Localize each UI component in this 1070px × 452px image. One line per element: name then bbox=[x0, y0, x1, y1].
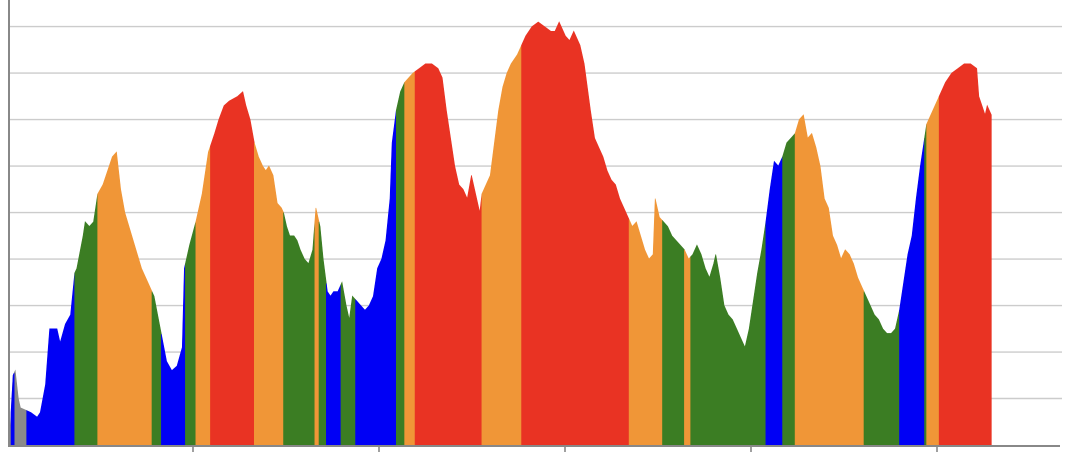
area-segment-green-24 bbox=[662, 219, 685, 446]
area-segment-blue-27 bbox=[765, 156, 783, 446]
area-segment-green-8 bbox=[185, 221, 197, 446]
area-segment-orange-19 bbox=[404, 70, 416, 446]
area-segment-green-4 bbox=[74, 193, 98, 446]
area-segment-red-10 bbox=[210, 91, 255, 446]
area-segment-orange-29 bbox=[794, 114, 865, 446]
area-segment-green-30 bbox=[863, 291, 900, 446]
area-segment-red-34 bbox=[938, 63, 992, 446]
axis-layer bbox=[8, 0, 1060, 452]
area-segment-blue-3 bbox=[26, 272, 76, 446]
area-segment-red-22 bbox=[521, 21, 630, 446]
area-segment-blue-17 bbox=[355, 110, 397, 446]
area-segment-orange-23 bbox=[628, 198, 663, 446]
area-segment-blue-7 bbox=[161, 263, 186, 446]
area-segment-orange-33 bbox=[926, 96, 940, 446]
area-segment-orange-25 bbox=[684, 249, 691, 446]
area-segment-orange-13 bbox=[314, 207, 320, 446]
area-segment-green-6 bbox=[151, 291, 162, 446]
area-segment-blue-31 bbox=[899, 138, 925, 446]
area-segment-green-18 bbox=[395, 82, 405, 446]
area-segment-green-28 bbox=[782, 132, 796, 446]
area-segment-orange-11 bbox=[254, 142, 284, 446]
area-segment-green-26 bbox=[690, 221, 767, 446]
area-segment-green-12 bbox=[283, 212, 316, 446]
area-segment-blue-15 bbox=[326, 283, 342, 446]
area-segment-green-16 bbox=[340, 281, 356, 446]
area-segment-green-14 bbox=[318, 221, 327, 446]
area-segment-blue-2 bbox=[10, 372, 15, 446]
area-layer bbox=[9, 21, 992, 446]
area-segment-green-32 bbox=[924, 124, 927, 446]
area-segment-orange-5 bbox=[97, 151, 153, 446]
area-segment-red-20 bbox=[414, 63, 483, 446]
area-segment-orange-21 bbox=[481, 45, 522, 446]
area-segment-orange-9 bbox=[195, 145, 211, 446]
